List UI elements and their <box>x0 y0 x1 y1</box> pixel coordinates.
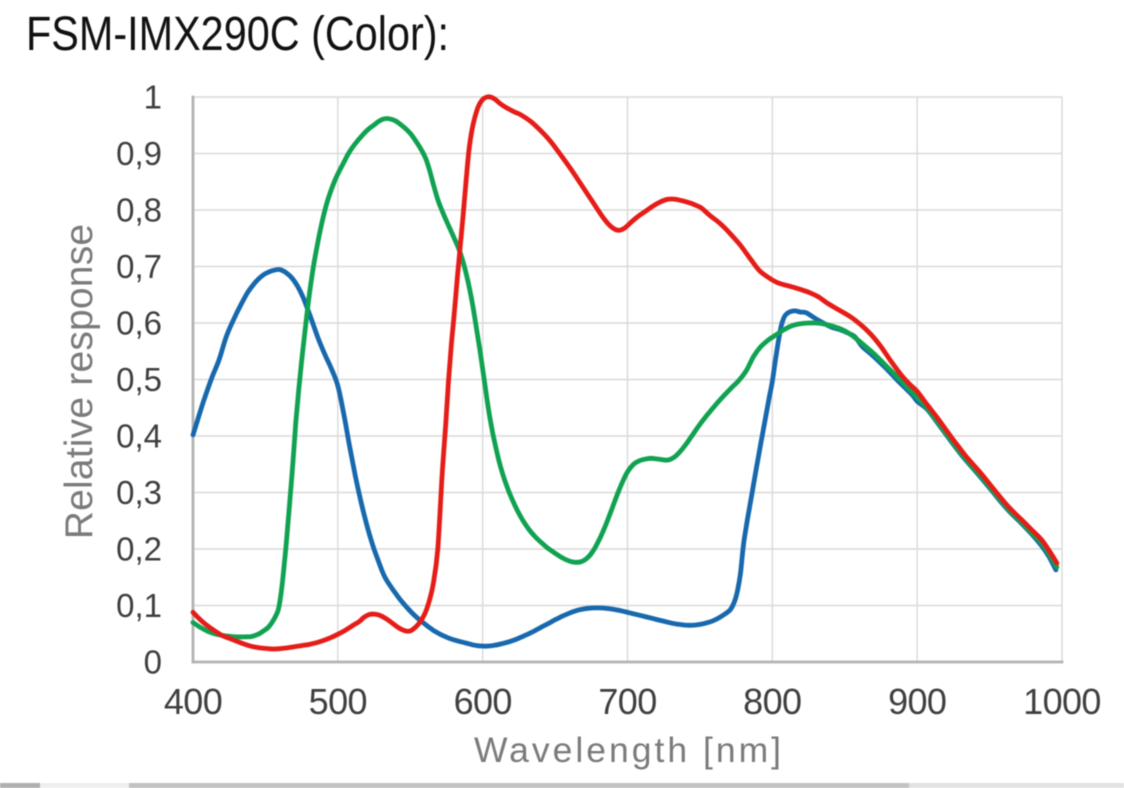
svg-text:0,9: 0,9 <box>116 135 162 172</box>
svg-text:400: 400 <box>164 681 222 722</box>
svg-text:500: 500 <box>309 681 367 722</box>
svg-text:0,6: 0,6 <box>116 305 162 342</box>
svg-text:0,2: 0,2 <box>116 531 162 568</box>
svg-text:1000: 1000 <box>1023 681 1101 722</box>
svg-text:800: 800 <box>743 681 801 722</box>
svg-text:700: 700 <box>598 681 656 722</box>
svg-text:0,5: 0,5 <box>116 361 162 398</box>
svg-text:0,1: 0,1 <box>116 587 162 624</box>
svg-text:600: 600 <box>454 681 512 722</box>
svg-text:0,3: 0,3 <box>116 474 162 511</box>
svg-text:1: 1 <box>144 79 162 116</box>
svg-text:Relative response: Relative response <box>58 224 101 540</box>
svg-text:900: 900 <box>888 681 946 722</box>
svg-text:0,4: 0,4 <box>116 418 162 455</box>
svg-text:0,8: 0,8 <box>116 192 162 229</box>
svg-text:0,7: 0,7 <box>116 248 162 285</box>
svg-text:Wavelength [nm]: Wavelength [nm] <box>474 730 784 770</box>
svg-text:0: 0 <box>144 644 162 681</box>
